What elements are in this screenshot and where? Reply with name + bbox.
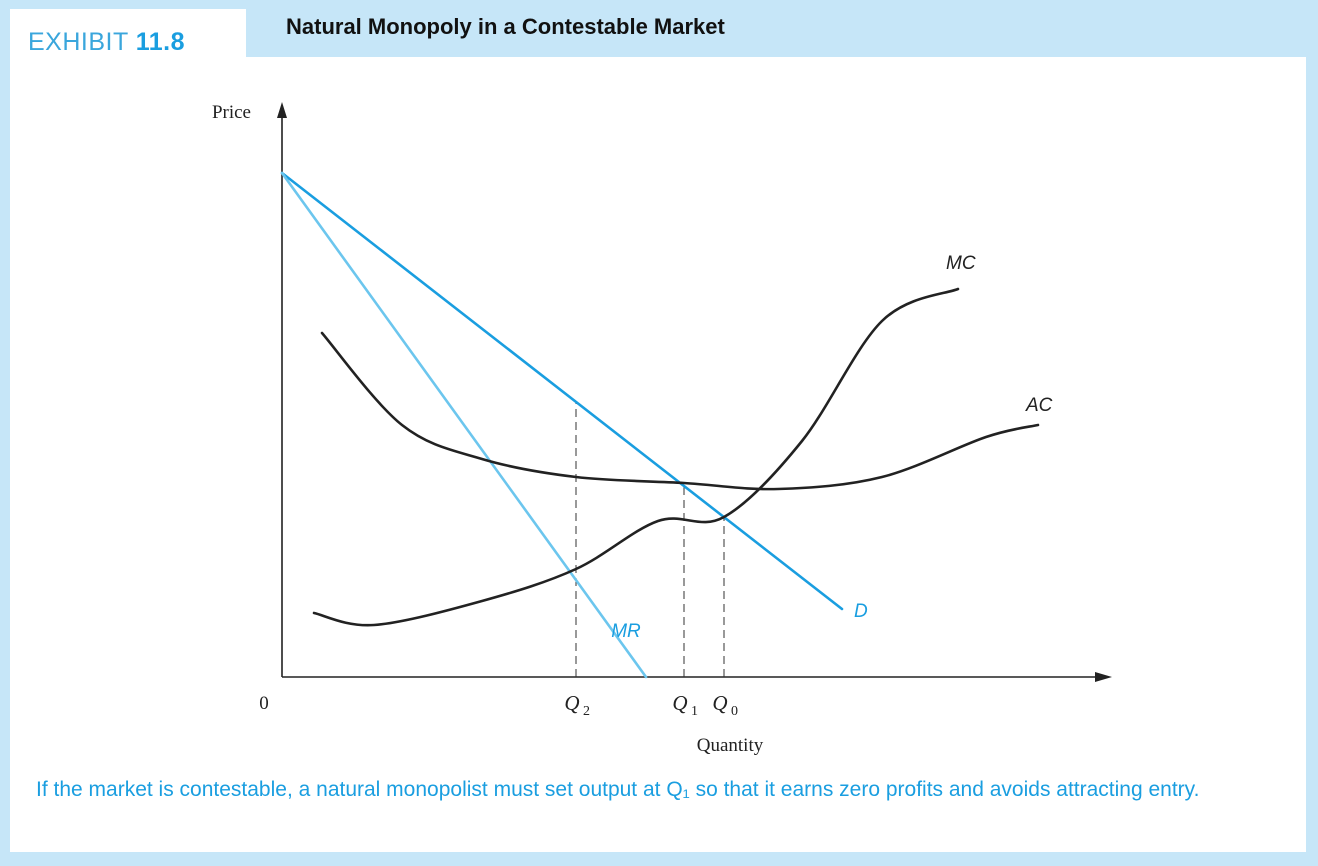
tick-sub-q1: 1 [691,704,698,719]
chart-title: Natural Monopoly in a Contestable Market [286,14,725,39]
tick-label-q1: Q [672,691,687,715]
exhibit-prefix: EXHIBIT [28,28,136,56]
origin-label: 0 [259,693,269,714]
x-axis-arrow [1095,672,1112,682]
tick-label-q0: Q [712,691,727,715]
curve-label-d: D [854,601,868,622]
chart-panel [10,57,1306,852]
tick-label-q2: Q [564,691,579,715]
curve-d [280,171,844,611]
curve-mc [312,287,960,627]
exhibit-label: EXHIBIT 11.8 [28,28,185,57]
curve-ac [320,331,1040,491]
exhibit-number: 11.8 [135,28,186,56]
caption-text: If the market is contestable, a natural … [36,778,1200,801]
curve-label-mc: MC [946,253,976,274]
tick-sub-q2: 2 [583,704,590,719]
curve-label-ac: AC [1025,395,1053,416]
y-axis-label: Price [212,102,251,123]
y-axis-arrow [277,102,287,118]
curve-mr [280,171,648,679]
tick-sub-q0: 0 [731,704,738,719]
curve-label-mr: MR [611,621,641,642]
caption: If the market is contestable, a natural … [36,776,1276,803]
x-axis-label: Quantity [697,735,764,756]
